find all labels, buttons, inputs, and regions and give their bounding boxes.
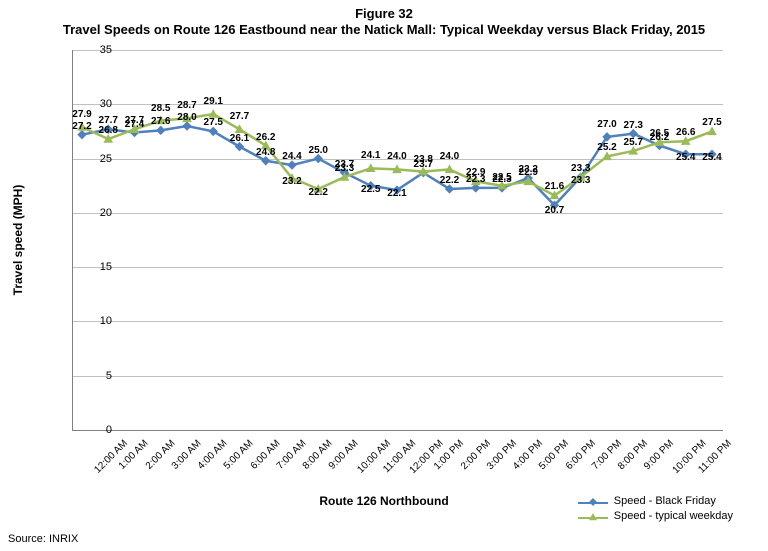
- data-label: 23.3: [571, 163, 590, 174]
- data-label: 22.2: [440, 175, 459, 186]
- data-label: 25.4: [676, 152, 695, 163]
- data-label: 23.3: [571, 175, 590, 186]
- figure-container: Figure 32 Travel Speeds on Route 126 Eas…: [0, 0, 768, 551]
- data-label: 26.8: [99, 125, 118, 136]
- data-label: 22.1: [387, 188, 406, 199]
- legend-swatch: [578, 511, 608, 523]
- y-tick-label: 10: [82, 315, 112, 327]
- legend-item: Speed - Black Friday: [578, 494, 733, 509]
- data-label: 28.0: [177, 112, 196, 123]
- data-label: 25.7: [624, 137, 643, 148]
- diamond-icon: [587, 496, 599, 508]
- data-label: 22.9: [519, 167, 538, 178]
- data-label: 26.2: [256, 132, 275, 143]
- data-label: 27.7: [125, 115, 144, 126]
- data-label: 25.2: [597, 142, 616, 153]
- data-label: 23.8: [414, 154, 433, 165]
- data-label: 22.5: [492, 172, 511, 183]
- data-label: 23.3: [335, 163, 354, 174]
- data-label: 24.0: [387, 151, 406, 162]
- y-tick-label: 0: [82, 424, 112, 436]
- data-label: 22.9: [466, 167, 485, 178]
- data-label: 27.9: [72, 109, 91, 120]
- data-label: 24.4: [282, 151, 301, 162]
- data-label: 21.6: [545, 181, 564, 192]
- series-marker: [78, 131, 86, 139]
- data-label: 20.7: [545, 205, 564, 216]
- data-label: 27.2: [72, 121, 91, 132]
- data-label: 24.1: [361, 150, 380, 161]
- data-label: 26.6: [676, 127, 695, 138]
- data-label: 26.1: [230, 133, 249, 144]
- y-tick-label: 20: [82, 207, 112, 219]
- data-label: 25.4: [702, 152, 721, 163]
- data-label: 23.2: [282, 176, 301, 187]
- data-label: 27.5: [702, 117, 721, 128]
- series-marker: [708, 127, 716, 134]
- legend-label: Speed - typical weekday: [614, 509, 733, 524]
- legend-item: Speed - typical weekday: [578, 509, 733, 524]
- triangle-icon: [587, 511, 599, 523]
- series-marker: [157, 126, 165, 134]
- data-label: 28.7: [177, 100, 196, 111]
- data-label: 29.1: [204, 96, 223, 107]
- data-label: 26.5: [650, 128, 669, 139]
- data-label: 22.5: [361, 184, 380, 195]
- data-label: 24.8: [256, 147, 275, 158]
- data-label: 27.5: [204, 117, 223, 128]
- series-marker: [183, 122, 191, 130]
- data-label: 27.6: [151, 116, 170, 127]
- series-marker: [472, 184, 480, 192]
- y-tick-label: 5: [82, 370, 112, 382]
- series-marker: [288, 161, 296, 169]
- data-label: 25.0: [309, 145, 328, 156]
- y-axis-label: Travel speed (MPH): [11, 185, 25, 296]
- legend-swatch: [578, 496, 608, 508]
- data-label: 28.5: [151, 103, 170, 114]
- data-label: 24.0: [440, 151, 459, 162]
- y-tick-label: 35: [82, 44, 112, 56]
- data-label: 27.7: [230, 111, 249, 122]
- legend: Speed - Black FridaySpeed - typical week…: [578, 494, 733, 525]
- data-label: 22.2: [309, 187, 328, 198]
- title-block: Figure 32 Travel Speeds on Route 126 Eas…: [0, 6, 768, 39]
- y-tick-label: 15: [82, 261, 112, 273]
- y-tick-label: 25: [82, 153, 112, 165]
- figure-number: Figure 32: [0, 6, 768, 22]
- data-label: 27.3: [624, 120, 643, 131]
- legend-label: Speed - Black Friday: [614, 494, 716, 509]
- source-text: Source: INRIX: [8, 533, 78, 545]
- figure-title: Travel Speeds on Route 126 Eastbound nea…: [0, 22, 768, 38]
- data-label: 27.0: [597, 119, 616, 130]
